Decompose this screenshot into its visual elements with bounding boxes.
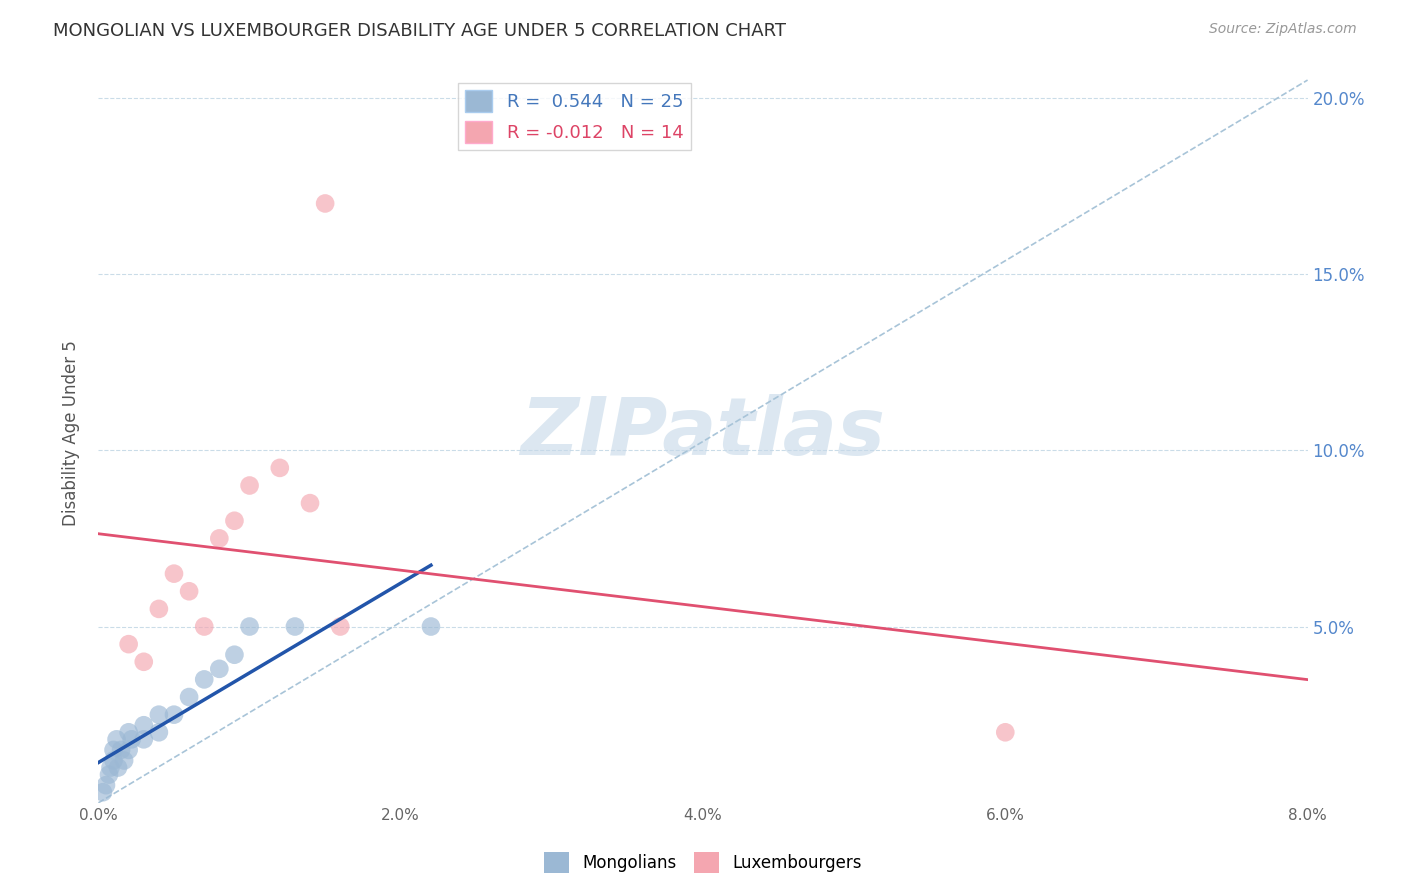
Point (148, 602, 170, 616)
Point (224, 648, 246, 662)
Point (193, 673, 215, 687)
Legend: Mongolians, Luxembourgers: Mongolians, Luxembourgers (537, 846, 869, 880)
Point (163, 707, 186, 722)
Point (118, 637, 141, 651)
Point (94, 778, 117, 792)
Point (208, 532, 231, 546)
Point (103, 754, 125, 768)
Point (132, 732, 155, 747)
Point (329, 619, 352, 633)
Point (105, 732, 128, 747)
Legend: R =  0.544   N = 25, R = -0.012   N = 14: R = 0.544 N = 25, R = -0.012 N = 14 (458, 83, 690, 150)
Point (163, 566, 186, 581)
Point (284, 619, 307, 633)
Point (148, 707, 170, 722)
Point (132, 718, 155, 732)
Text: Source: ZipAtlas.com: Source: ZipAtlas.com (1209, 22, 1357, 37)
Point (179, 690, 201, 704)
Point (314, 196, 336, 211)
Point (269, 461, 291, 475)
Point (98, 767, 121, 781)
Point (100, 760, 122, 774)
Point (148, 725, 170, 739)
Point (91, 785, 114, 799)
Point (121, 732, 143, 747)
Point (103, 743, 125, 757)
Point (110, 743, 132, 757)
Point (193, 619, 215, 633)
Point (994, 725, 1017, 739)
Point (179, 584, 201, 599)
Y-axis label: Disability Age Under 5: Disability Age Under 5 (62, 340, 80, 525)
Point (208, 662, 231, 676)
Point (239, 478, 262, 492)
Point (224, 514, 246, 528)
Point (107, 760, 129, 774)
Point (118, 725, 141, 739)
Point (112, 754, 135, 768)
Point (420, 619, 443, 633)
Point (118, 743, 141, 757)
Text: MONGOLIAN VS LUXEMBOURGER DISABILITY AGE UNDER 5 CORRELATION CHART: MONGOLIAN VS LUXEMBOURGER DISABILITY AGE… (53, 22, 786, 40)
Text: ZIPatlas: ZIPatlas (520, 393, 886, 472)
Point (132, 655, 155, 669)
Point (239, 619, 262, 633)
Point (299, 496, 322, 510)
